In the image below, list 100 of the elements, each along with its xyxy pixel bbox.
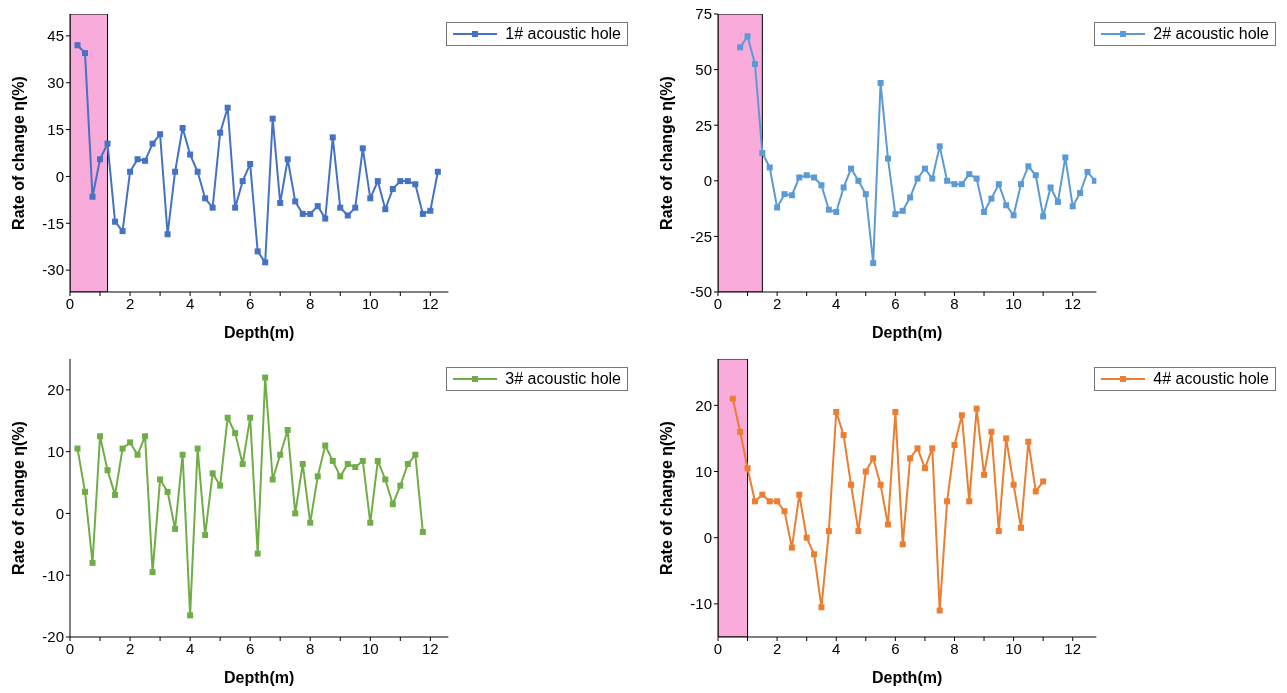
point [1032, 488, 1039, 495]
point [951, 442, 958, 449]
y-tick-label: 10 [695, 462, 712, 480]
point [187, 151, 194, 158]
point [855, 177, 862, 184]
point [1040, 478, 1047, 485]
point [973, 405, 980, 412]
point [929, 445, 936, 452]
point [914, 175, 921, 182]
y-tick-label: 0 [55, 167, 64, 185]
point [179, 125, 186, 132]
point [329, 134, 336, 141]
point [412, 451, 419, 458]
point [907, 194, 914, 201]
point [119, 228, 126, 235]
legend-label: 2# acoustic hole [1153, 25, 1269, 43]
point [1003, 202, 1010, 209]
point [840, 184, 847, 191]
x-axis-title: Depth(m) [224, 669, 295, 686]
point [1017, 181, 1024, 188]
point [344, 212, 351, 219]
point [1054, 198, 1061, 205]
y-axis-title: Rate of change η(%) [9, 421, 27, 575]
x-axis-title: Depth(m) [872, 324, 943, 341]
point [877, 481, 884, 488]
point [921, 465, 928, 472]
point [74, 445, 81, 452]
point [382, 206, 389, 213]
point [134, 156, 141, 163]
point [352, 204, 359, 211]
x-tick-label: 4 [832, 294, 841, 312]
x-tick-label: 10 [361, 639, 379, 657]
y-tick-label: -30 [42, 261, 64, 279]
point [239, 178, 246, 185]
point [781, 508, 788, 515]
point [112, 218, 119, 225]
point [344, 461, 351, 468]
point [157, 131, 164, 138]
y-tick-label: -10 [42, 566, 64, 584]
y-tick-label: -15 [42, 214, 64, 232]
point [840, 432, 847, 439]
point [796, 174, 803, 181]
x-tick-label: 12 [1064, 639, 1082, 657]
x-tick-label: 2 [772, 639, 782, 657]
point [232, 204, 239, 211]
point [811, 174, 818, 181]
point [1017, 524, 1024, 531]
point [164, 231, 171, 238]
point [194, 168, 201, 175]
point [833, 408, 840, 415]
point [855, 528, 862, 535]
point [914, 445, 921, 452]
point [269, 115, 276, 122]
x-tick-label: 8 [950, 294, 959, 312]
point [404, 461, 411, 468]
point [262, 374, 269, 381]
point [774, 498, 781, 505]
y-tick-label: 0 [703, 172, 712, 190]
point [973, 175, 980, 182]
x-tick-label: 6 [246, 294, 255, 312]
point [870, 260, 877, 267]
x-tick-label: 12 [422, 639, 439, 657]
point [329, 457, 336, 464]
point [202, 532, 209, 539]
point [929, 175, 936, 182]
point [97, 156, 104, 163]
point [803, 534, 810, 541]
point [729, 395, 736, 402]
y-tick-label: -50 [690, 283, 712, 301]
x-tick-label: 8 [306, 294, 315, 312]
point [737, 428, 744, 435]
point [818, 182, 825, 189]
point [284, 427, 291, 434]
point [796, 491, 803, 498]
point [277, 199, 284, 206]
point [202, 195, 209, 202]
point [119, 445, 126, 452]
x-tick-label: 10 [1005, 639, 1022, 657]
point [232, 430, 239, 437]
point [818, 604, 825, 611]
point [149, 569, 156, 576]
point [944, 177, 951, 184]
point [412, 181, 419, 188]
point [958, 412, 965, 419]
point [1025, 438, 1032, 445]
point [427, 207, 434, 214]
x-tick-label: 6 [891, 294, 900, 312]
point [224, 104, 231, 111]
point [936, 607, 943, 614]
point [397, 178, 404, 185]
point [1040, 213, 1047, 220]
point [314, 473, 321, 480]
point [788, 192, 795, 199]
x-tick-label: 2 [125, 294, 135, 312]
point [89, 193, 96, 200]
point [277, 451, 284, 458]
x-tick-label: 6 [246, 639, 255, 657]
x-tick-label: 8 [950, 639, 959, 657]
point [744, 465, 751, 472]
point [737, 44, 744, 51]
